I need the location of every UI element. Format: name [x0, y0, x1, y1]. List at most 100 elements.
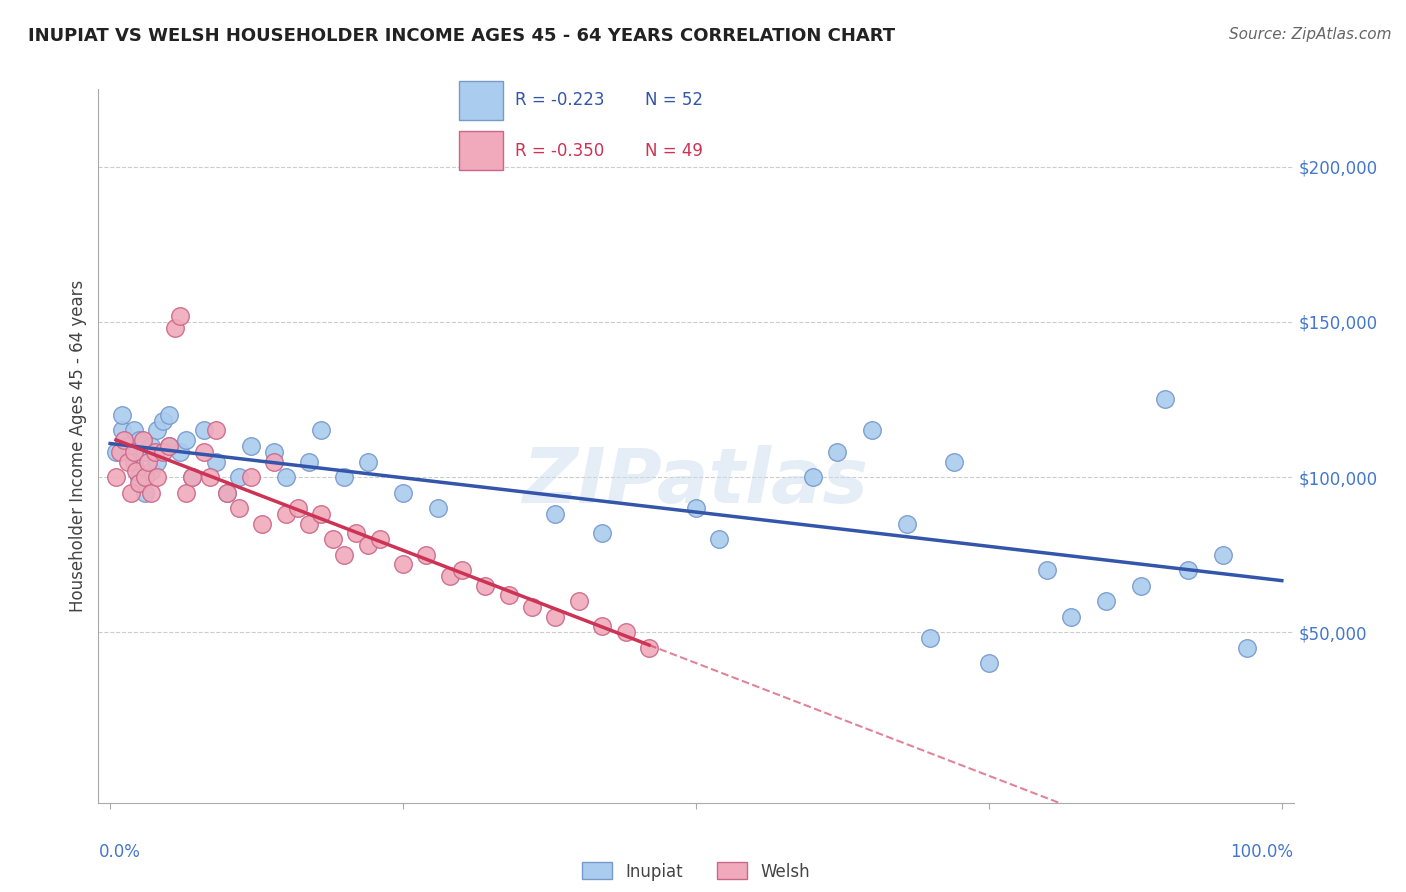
Point — [136, 454, 159, 468]
Point — [239, 439, 262, 453]
Point — [344, 525, 367, 540]
Text: INUPIAT VS WELSH HOUSEHOLDER INCOME AGES 45 - 64 YEARS CORRELATION CHART: INUPIAT VS WELSH HOUSEHOLDER INCOME AGES… — [28, 27, 896, 45]
Point — [134, 485, 156, 500]
Point — [1153, 392, 1175, 407]
Point — [128, 476, 150, 491]
Point — [263, 445, 285, 459]
Point — [143, 445, 166, 459]
Point — [120, 485, 142, 500]
Point — [146, 454, 169, 468]
Point — [122, 424, 145, 438]
Point — [357, 538, 380, 552]
Point — [392, 557, 415, 571]
Point — [174, 433, 197, 447]
Point — [544, 609, 567, 624]
Text: N = 52: N = 52 — [645, 91, 703, 109]
Point — [544, 508, 567, 522]
Point — [298, 454, 321, 468]
Point — [1095, 594, 1118, 608]
Point — [1130, 579, 1153, 593]
Point — [498, 588, 520, 602]
Point — [152, 414, 174, 428]
Point — [152, 445, 174, 459]
Point — [274, 470, 297, 484]
Point — [801, 470, 824, 484]
Y-axis label: Householder Income Ages 45 - 64 years: Householder Income Ages 45 - 64 years — [69, 280, 87, 612]
Point — [157, 439, 180, 453]
Point — [896, 516, 918, 531]
Point — [112, 433, 135, 447]
Point — [309, 424, 332, 438]
Point — [157, 408, 180, 422]
Point — [709, 532, 731, 546]
Point — [128, 433, 150, 447]
Point — [146, 470, 169, 484]
Point — [322, 532, 344, 546]
Text: R = -0.350: R = -0.350 — [515, 142, 605, 160]
Point — [125, 464, 148, 478]
Point — [169, 309, 191, 323]
Text: R = -0.223: R = -0.223 — [515, 91, 605, 109]
Point — [228, 501, 250, 516]
Point — [239, 470, 262, 484]
Point — [122, 445, 145, 459]
Point — [591, 525, 613, 540]
Point — [1060, 609, 1083, 624]
Point — [111, 424, 134, 438]
Point — [860, 424, 883, 438]
Point — [111, 408, 134, 422]
Point — [942, 454, 965, 468]
Point — [287, 501, 309, 516]
Point — [1236, 640, 1258, 655]
Point — [198, 470, 221, 484]
Point — [614, 625, 637, 640]
Point — [274, 508, 297, 522]
Point — [474, 579, 496, 593]
Point — [134, 470, 156, 484]
Point — [685, 501, 707, 516]
Point — [193, 424, 215, 438]
Point — [825, 445, 848, 459]
Point — [157, 439, 180, 453]
Point — [920, 632, 942, 646]
Point — [141, 485, 163, 500]
Point — [134, 445, 156, 459]
Point — [141, 439, 163, 453]
Point — [638, 640, 661, 655]
Point — [181, 470, 204, 484]
Point — [520, 600, 543, 615]
Point — [117, 454, 139, 468]
Point — [368, 532, 391, 546]
Point — [392, 485, 415, 500]
Text: ZIPatlas: ZIPatlas — [523, 445, 869, 518]
Point — [568, 594, 591, 608]
Text: Source: ZipAtlas.com: Source: ZipAtlas.com — [1229, 27, 1392, 42]
Point — [427, 501, 450, 516]
Point — [105, 470, 128, 484]
Point — [309, 508, 332, 522]
Point — [1212, 548, 1234, 562]
Point — [193, 445, 215, 459]
Point — [146, 424, 169, 438]
Point — [263, 454, 285, 468]
Point — [977, 656, 1000, 670]
Point — [450, 563, 472, 577]
Point — [439, 569, 461, 583]
Point — [591, 619, 613, 633]
Point — [141, 464, 163, 478]
Point — [174, 485, 197, 500]
Point — [122, 454, 145, 468]
Point — [217, 485, 239, 500]
Point — [1036, 563, 1059, 577]
Point — [217, 485, 239, 500]
Point — [333, 548, 356, 562]
Point — [204, 454, 226, 468]
Text: 100.0%: 100.0% — [1230, 843, 1294, 861]
Legend: Inupiat, Welsh: Inupiat, Welsh — [575, 855, 817, 888]
FancyBboxPatch shape — [460, 131, 502, 169]
Point — [228, 470, 250, 484]
Point — [181, 470, 204, 484]
Point — [108, 445, 131, 459]
Point — [132, 433, 155, 447]
Point — [169, 445, 191, 459]
